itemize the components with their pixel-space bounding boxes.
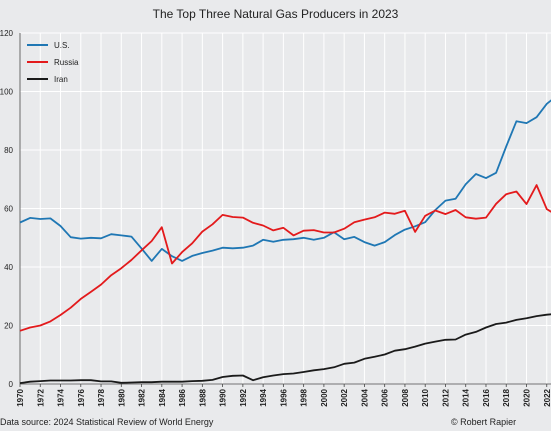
x-tick-label: 2020 bbox=[523, 388, 532, 406]
y-tick-label: 20 bbox=[4, 322, 13, 331]
x-tick-label: 1992 bbox=[239, 388, 248, 406]
x-tick-label: 2002 bbox=[340, 388, 349, 406]
legend-label-u-s: U.S. bbox=[54, 41, 70, 50]
legend[interactable]: U.S. Russia Iran bbox=[27, 41, 79, 84]
series-line-russia bbox=[19, 184, 551, 332]
x-tick-label: 2022 bbox=[543, 388, 551, 406]
y-tick-label: 80 bbox=[4, 146, 13, 155]
x-tick-label: 1980 bbox=[117, 388, 126, 406]
y-tick-label: 120 bbox=[0, 29, 14, 38]
data-source-note: Data source: 2024 Statistical Review of … bbox=[0, 417, 214, 427]
x-tick-label: 2000 bbox=[320, 388, 329, 406]
axes: 0 20 40 60 80 100 120 1970 1972 1974 1976 1978 1980 1… bbox=[0, 29, 551, 407]
y-tick-label: 100 bbox=[0, 88, 14, 97]
x-tick-label: 2008 bbox=[401, 388, 410, 406]
x-tick-label: 2004 bbox=[360, 388, 369, 406]
legend-label-iran: Iran bbox=[54, 75, 68, 84]
y-tick-label: 40 bbox=[4, 263, 13, 272]
series-lines bbox=[19, 99, 551, 384]
x-tick-label: 1974 bbox=[57, 388, 66, 406]
x-tick-label: 1976 bbox=[77, 388, 86, 406]
x-tick-label: 2010 bbox=[421, 388, 430, 406]
x-tick-label: 1978 bbox=[97, 388, 106, 406]
x-tick-label: 1988 bbox=[198, 388, 207, 406]
x-tick-label: 1970 bbox=[16, 388, 25, 406]
legend-label-russia: Russia bbox=[54, 58, 79, 67]
x-tick-label: 1984 bbox=[158, 388, 167, 406]
y-tick-label: 0 bbox=[9, 380, 14, 389]
copyright-note: © Robert Rapier bbox=[451, 417, 517, 427]
x-tick-label: 1986 bbox=[178, 388, 187, 406]
x-tick-label: 2016 bbox=[482, 388, 491, 406]
x-tick-label: 1994 bbox=[259, 388, 268, 406]
chart-title: The Top Three Natural Gas Producers in 2… bbox=[152, 7, 399, 21]
x-tick-label: 2014 bbox=[462, 388, 471, 406]
x-tick-label: 1996 bbox=[279, 388, 288, 406]
y-tick-label: 60 bbox=[4, 205, 13, 214]
x-tick-label: 1982 bbox=[138, 388, 147, 406]
x-tick-label: 1998 bbox=[300, 388, 309, 406]
x-tick-label: 1972 bbox=[36, 388, 45, 406]
x-tick-label: 2006 bbox=[381, 388, 390, 406]
x-tick-label: 2018 bbox=[502, 388, 511, 406]
x-tick-label: 1990 bbox=[219, 388, 228, 406]
series-line-iran bbox=[19, 313, 551, 384]
series-line-u-s bbox=[19, 99, 551, 262]
x-tick-label: 2012 bbox=[441, 388, 450, 406]
